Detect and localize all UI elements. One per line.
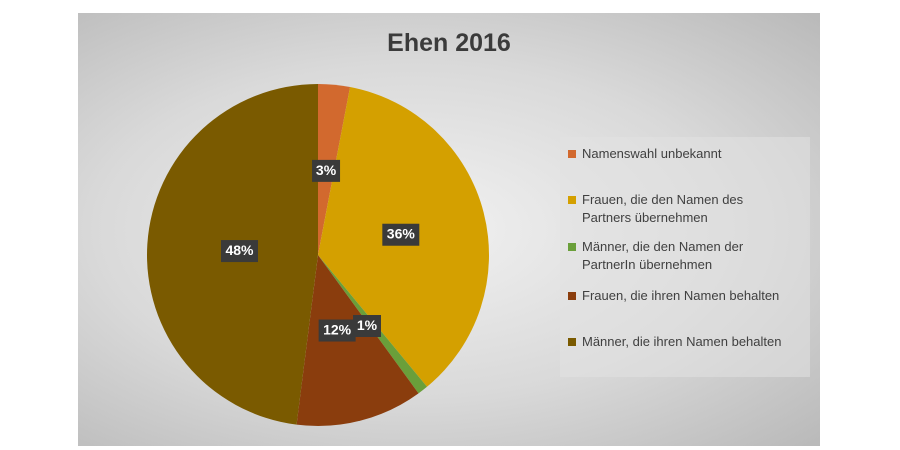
data-label-box xyxy=(220,240,258,263)
data-label-3: 1% xyxy=(353,315,381,337)
data-label-box xyxy=(353,315,381,337)
legend-label: Frauen, die ihren Namen behalten xyxy=(582,287,812,305)
pie-chart: 3% 36% 1% 12% 48% xyxy=(146,83,490,426)
data-label-box xyxy=(382,223,420,246)
legend-swatch xyxy=(568,243,576,251)
pie-slice-4 xyxy=(296,255,419,426)
data-label-4: 12% xyxy=(318,319,356,342)
pie-data-labels: 3% 36% 1% 12% 48% xyxy=(220,159,420,342)
legend-item-5: Männer, die ihren Namen behalten xyxy=(568,333,812,351)
legend: Namenswahl unbekannt Frauen, die den Name… xyxy=(560,137,810,377)
legend-label: Frauen, die den Namen des Partners überne… xyxy=(582,191,812,227)
data-label-text: 48% xyxy=(225,242,254,258)
legend-item-2: Frauen, die den Namen des Partners überne… xyxy=(568,191,812,227)
legend-item-4: Frauen, die ihren Namen behalten xyxy=(568,287,812,305)
legend-swatch xyxy=(568,150,576,158)
legend-label: Namenswahl unbekannt xyxy=(582,145,812,163)
data-label-text: 36% xyxy=(387,226,416,242)
legend-label-line: Namenswahl unbekannt xyxy=(582,146,722,161)
legend-label-line: PartnerIn übernehmen xyxy=(582,257,713,272)
legend-label-line: Frauen, die ihren Namen behalten xyxy=(582,288,780,303)
data-label-5: 48% xyxy=(220,240,258,263)
data-label-1: 3% xyxy=(312,159,341,182)
data-label-box xyxy=(318,319,356,342)
chart-title: Ehen 2016 xyxy=(387,29,511,57)
legend-item-1: Namenswahl unbekannt xyxy=(568,145,812,163)
legend-swatch xyxy=(568,338,576,346)
pie-slices xyxy=(146,83,490,426)
legend-label: Männer, die den Namen der PartnerIn übern… xyxy=(582,238,812,274)
legend-label-line: Männer, die den Namen der xyxy=(582,239,744,254)
legend-item-3: Männer, die den Namen der PartnerIn übern… xyxy=(568,238,812,274)
data-label-box xyxy=(312,159,341,182)
legend-label-line: Frauen, die den Namen des xyxy=(582,192,744,207)
legend-swatch xyxy=(568,196,576,204)
data-label-text: 12% xyxy=(323,322,352,338)
data-label-text: 1% xyxy=(357,317,378,333)
legend-label-line: Partners übernehmen xyxy=(582,210,708,225)
data-label-2: 36% xyxy=(382,223,420,246)
chart-area: Ehen 2016 3% 36% 1% 12% 48% Namenswahl unbek… xyxy=(78,13,820,446)
data-label-text: 3% xyxy=(316,162,337,178)
legend-swatch xyxy=(568,292,576,300)
legend-label-line: Männer, die ihren Namen behalten xyxy=(582,334,782,349)
legend-label: Männer, die ihren Namen behalten xyxy=(582,333,812,351)
